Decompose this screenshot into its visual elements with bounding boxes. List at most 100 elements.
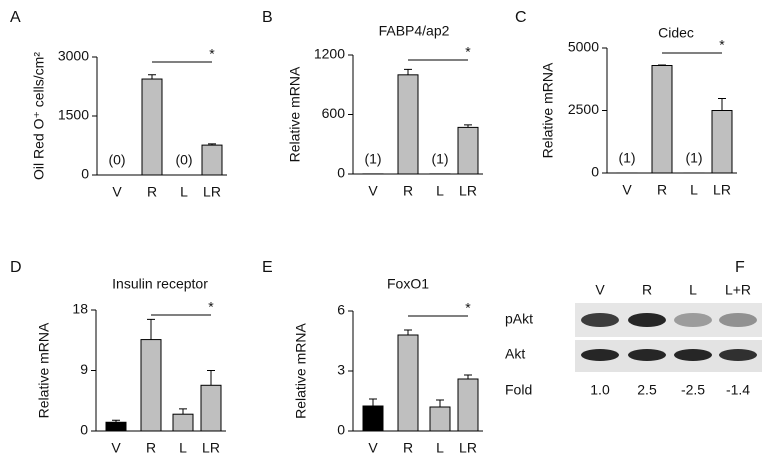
row-label: Fold bbox=[505, 382, 532, 398]
blot-band bbox=[719, 313, 757, 327]
annotation: * bbox=[209, 46, 215, 62]
error-bar bbox=[464, 124, 472, 128]
value-label: (1) bbox=[685, 150, 702, 166]
bar bbox=[140, 339, 162, 432]
y-tick-label: 9 bbox=[80, 361, 88, 377]
lane-label: L bbox=[689, 282, 697, 298]
y-axis-label: Relative mRNA bbox=[36, 322, 52, 418]
x-tick-label: LR bbox=[202, 440, 220, 456]
error-bar bbox=[179, 408, 187, 415]
blot-band bbox=[581, 313, 619, 327]
x-tick-label: R bbox=[147, 184, 157, 200]
x-tick-label: L bbox=[180, 184, 188, 200]
bar bbox=[711, 110, 733, 174]
value-label: (0) bbox=[175, 152, 192, 168]
blot-band bbox=[719, 349, 757, 361]
chart-title: Insulin receptor bbox=[112, 276, 208, 292]
bar bbox=[105, 421, 127, 432]
bar bbox=[457, 378, 479, 432]
error-bar bbox=[207, 370, 215, 386]
error-bar bbox=[404, 68, 412, 75]
x-tick-label: L bbox=[436, 440, 444, 456]
x-tick-label: R bbox=[657, 182, 667, 198]
x-tick-label: V bbox=[368, 440, 378, 456]
y-tick-label: 1200 bbox=[314, 46, 345, 62]
blot-band bbox=[674, 349, 712, 361]
x-tick-label: V bbox=[111, 440, 121, 456]
panel-letter: E bbox=[262, 259, 273, 276]
value-label: (1) bbox=[618, 150, 635, 166]
bar bbox=[200, 384, 222, 432]
y-tick-label: 3 bbox=[337, 362, 345, 378]
lane-label: R bbox=[642, 282, 652, 298]
fold-value: -2.5 bbox=[681, 382, 705, 398]
y-tick-label: 2500 bbox=[568, 101, 599, 117]
bar bbox=[362, 405, 384, 432]
y-tick-label: 0 bbox=[337, 422, 345, 438]
x-tick-label: LR bbox=[459, 183, 477, 199]
y-tick-label: 0 bbox=[81, 166, 89, 182]
blot-band bbox=[628, 313, 666, 327]
error-bar bbox=[436, 399, 444, 407]
y-tick-label: 0 bbox=[80, 422, 88, 438]
error-bar bbox=[147, 318, 155, 340]
error-bar bbox=[658, 64, 666, 66]
bar bbox=[429, 406, 451, 432]
annotation: * bbox=[719, 37, 725, 53]
panel-letter: F bbox=[735, 259, 745, 276]
panel-letter: A bbox=[10, 9, 21, 26]
y-axis-label: Oil Red O⁺ cells/cm² bbox=[31, 52, 47, 180]
bar bbox=[201, 144, 223, 176]
blot-band bbox=[674, 313, 712, 327]
x-tick-label: R bbox=[146, 440, 156, 456]
error-bar bbox=[369, 398, 377, 406]
annotation: * bbox=[208, 299, 214, 315]
chart-title: FoxO1 bbox=[387, 276, 429, 292]
panel-letter: C bbox=[515, 9, 527, 26]
y-tick-label: 0 bbox=[337, 165, 345, 181]
fold-value: -1.4 bbox=[726, 382, 750, 398]
x-tick-label: L bbox=[179, 440, 187, 456]
value-label: (0) bbox=[108, 152, 125, 168]
bar bbox=[397, 74, 419, 175]
x-tick-label: V bbox=[368, 183, 378, 199]
y-tick-label: 1500 bbox=[58, 107, 89, 123]
blot-band bbox=[628, 349, 666, 361]
value-label: (1) bbox=[364, 151, 381, 167]
error-bar bbox=[464, 374, 472, 379]
bar bbox=[457, 126, 479, 175]
x-tick-label: R bbox=[403, 440, 413, 456]
error-bar bbox=[404, 329, 412, 335]
bar bbox=[397, 334, 419, 432]
x-tick-label: LR bbox=[713, 182, 731, 198]
error-bar bbox=[112, 419, 120, 423]
x-tick-label: LR bbox=[459, 440, 477, 456]
x-tick-label: LR bbox=[203, 184, 221, 200]
chart-title: Cidec bbox=[658, 25, 694, 41]
y-tick-label: 0 bbox=[591, 164, 599, 180]
x-tick-label: R bbox=[403, 183, 413, 199]
x-tick-label: L bbox=[690, 182, 698, 198]
lane-label: V bbox=[595, 282, 605, 298]
fold-value: 2.5 bbox=[637, 382, 657, 398]
y-tick-label: 600 bbox=[322, 105, 346, 121]
y-axis-label: Relative mRNA bbox=[540, 62, 556, 158]
y-axis-label: Relative mRNA bbox=[287, 66, 303, 162]
y-axis-label: Relative mRNA bbox=[293, 323, 309, 419]
y-tick-label: 5000 bbox=[568, 39, 599, 55]
bar bbox=[172, 413, 194, 432]
annotation: * bbox=[465, 300, 471, 316]
y-tick-label: 3000 bbox=[58, 48, 89, 64]
value-label: (1) bbox=[431, 151, 448, 167]
error-bar bbox=[208, 143, 216, 146]
row-label: pAkt bbox=[505, 311, 533, 327]
x-tick-label: V bbox=[622, 182, 632, 198]
annotation: * bbox=[465, 44, 471, 60]
bar bbox=[141, 78, 163, 176]
row-label: Akt bbox=[505, 346, 525, 362]
error-bar bbox=[718, 98, 726, 111]
panel-letter: B bbox=[262, 9, 273, 26]
error-bar bbox=[148, 74, 156, 80]
